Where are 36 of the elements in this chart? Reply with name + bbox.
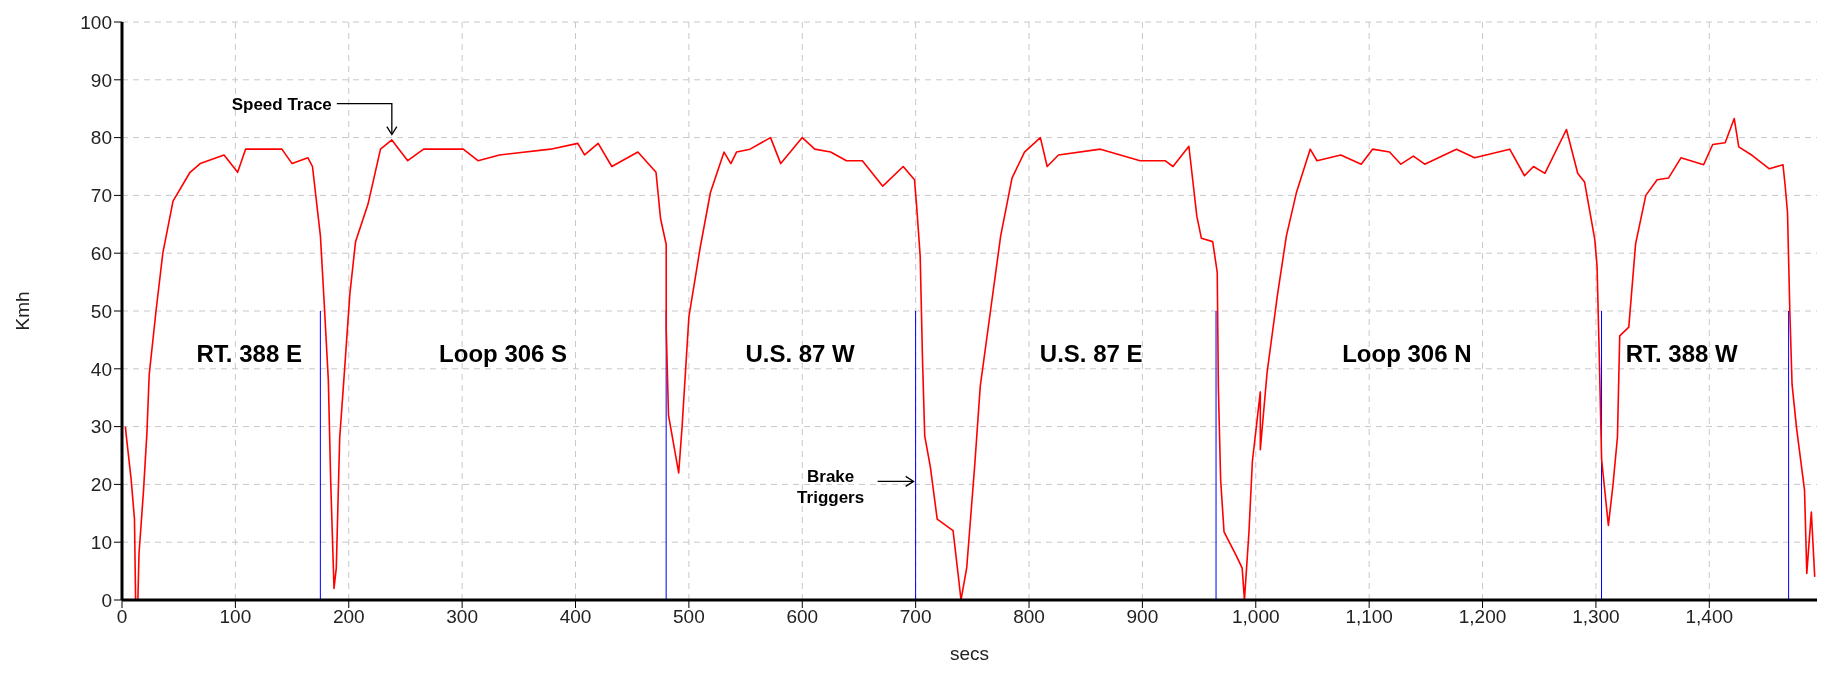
annotation: U.S. 87 E [1039,340,1143,367]
y-tick-label: 80 [90,127,112,149]
y-tick-label: 60 [90,242,112,264]
annotation: Loop 306 S [439,340,568,367]
y-tick-label: 50 [90,300,112,322]
x-tick-label: 1,200 [1458,606,1507,628]
y-tick-label: 100 [80,11,112,33]
y-tick-label: 0 [101,589,112,611]
x-tick-label: 1,000 [1232,606,1280,628]
y-axis-title: Kmh [11,291,33,331]
x-axis-title: secs [949,643,990,664]
y-tick-label: 30 [90,416,112,438]
x-tick-label: 1,400 [1685,606,1734,628]
annotation: U.S. 87 W [745,340,856,367]
x-tick-label: 900 [1126,606,1159,628]
x-tick-label: 0 [116,606,128,628]
y-tick-label: 10 [90,531,112,553]
x-tick-label: 700 [899,606,932,628]
annotation: Brake Triggers [797,467,865,508]
x-tick-label: 1,100 [1345,606,1393,628]
annotation: RT. 388 E [196,340,302,367]
x-tick-label: 300 [446,606,478,628]
annotation: Speed Trace [231,94,332,114]
y-tick-label: 90 [90,69,112,91]
annotation: RT. 388 W [1625,340,1739,367]
x-tick-label: 600 [786,606,819,628]
x-tick-label: 200 [332,606,365,628]
y-tick-label: 20 [90,474,112,496]
x-tick-label: 100 [219,606,252,628]
y-tick-label: 40 [90,358,112,380]
x-tick-label: 800 [1013,606,1045,628]
x-tick-label: 1,300 [1572,606,1620,628]
y-tick-label: 70 [90,185,112,207]
x-tick-label: 500 [673,606,705,628]
x-tick-label: 400 [559,606,592,628]
annotation: Loop 306 N [1342,340,1472,367]
